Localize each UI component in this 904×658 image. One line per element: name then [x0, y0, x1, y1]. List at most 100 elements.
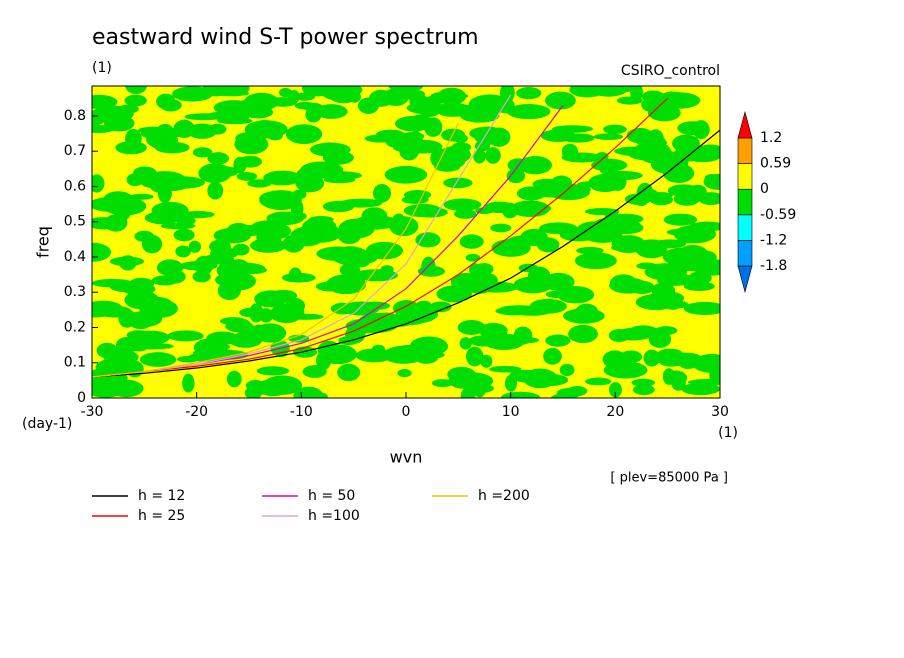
legend-label: h =100: [308, 508, 360, 524]
field-blob: [289, 226, 325, 247]
field-blob: [595, 151, 609, 161]
field-blob: [236, 171, 258, 181]
field-blob: [609, 382, 622, 398]
field-blob: [206, 111, 240, 119]
field-blob: [460, 387, 476, 398]
colorbar-box: [737, 137, 753, 164]
field-blob: [560, 133, 595, 143]
field-blob: [182, 373, 195, 393]
field-blob: [154, 141, 190, 154]
field-blob: [139, 352, 177, 367]
field-blob: [489, 365, 522, 373]
field-blob: [561, 152, 602, 163]
field-blob: [608, 328, 630, 343]
field-blob: [384, 165, 428, 184]
legend-label: h = 50: [308, 488, 355, 504]
field-blob: [124, 94, 147, 107]
colorbar-label: 1.2: [760, 130, 782, 146]
field-blob: [192, 270, 211, 283]
field-blob: [207, 152, 230, 165]
field-blob: [459, 234, 484, 249]
field-blob: [278, 87, 292, 98]
field-blob: [179, 261, 218, 271]
field-blob: [300, 161, 344, 179]
field-blob: [417, 265, 445, 277]
field-blob: [256, 366, 290, 376]
curves: [92, 94, 720, 378]
field-blob: [469, 263, 482, 276]
field-blob: [188, 240, 202, 253]
x-unit: (1): [718, 425, 738, 441]
field-blob: [524, 307, 544, 316]
colorbar-box: [737, 188, 753, 216]
field-blob: [576, 246, 604, 255]
field-blob: [413, 207, 448, 218]
colorbar-label: -0.59: [760, 207, 796, 223]
field-blob: [231, 224, 268, 237]
field-blob: [429, 301, 452, 313]
field-blob: [167, 330, 204, 342]
field-blob: [418, 107, 440, 117]
field-blob: [173, 119, 195, 139]
field-blob: [454, 209, 477, 219]
field-blob: [513, 276, 553, 294]
field-blob: [305, 106, 322, 123]
chart-title: eastward wind S-T power spectrum: [92, 25, 479, 50]
field-blob: [141, 234, 163, 254]
field-blob: [315, 281, 346, 292]
field-blob: [480, 354, 493, 368]
field-blob: [663, 213, 698, 226]
field-blob: [202, 253, 235, 265]
field-blob: [160, 222, 196, 230]
field-blob: [92, 174, 105, 193]
field-blob: [144, 211, 182, 225]
field-blob: [466, 278, 493, 294]
field-blob: [129, 193, 154, 200]
field-blob: [115, 141, 147, 155]
field-blob: [647, 129, 664, 149]
field-blob: [193, 338, 228, 356]
field-blob: [431, 379, 454, 388]
field-blob: [662, 247, 703, 266]
field-blob: [543, 347, 562, 365]
field-blob: [469, 126, 502, 140]
field-blob: [688, 271, 712, 285]
field-blob: [322, 150, 354, 165]
x-axis-label: wvn: [390, 448, 423, 467]
field-blob: [516, 186, 546, 201]
field-blob: [102, 196, 147, 216]
field-blob: [574, 252, 617, 270]
field-blob: [443, 198, 482, 211]
field-blob: [545, 91, 576, 110]
field-blob: [292, 346, 318, 358]
colorbar-box: [737, 214, 753, 241]
x-tick-label: 30: [711, 404, 729, 420]
field-blob: [255, 379, 291, 397]
field-blob: [683, 281, 715, 291]
field-blob: [636, 262, 657, 270]
field-blob: [92, 368, 128, 388]
colorbar-label: -1.2: [760, 232, 787, 248]
field-blob: [632, 384, 655, 395]
field-blob: [562, 184, 591, 195]
legend-label: h = 25: [138, 508, 185, 524]
field-blob: [157, 123, 173, 135]
field-blob: [159, 182, 187, 191]
y-tick-label: 0.3: [64, 284, 86, 300]
field-blob: [335, 86, 351, 98]
field-blob: [354, 269, 399, 282]
field-blob: [630, 86, 643, 102]
colorbar-label: 0: [760, 181, 769, 197]
field-blob: [322, 200, 355, 213]
field-blob: [465, 253, 481, 262]
field-blob: [216, 260, 250, 280]
field-blob: [673, 192, 700, 206]
field-blob: [649, 194, 674, 206]
field-blob: [409, 94, 429, 110]
field-blob: [104, 214, 128, 232]
field-blob: [122, 282, 156, 296]
field-blob: [584, 207, 620, 216]
colorbar-tri: [737, 110, 753, 139]
field-blob: [474, 140, 491, 152]
x-tick-label: -20: [185, 404, 208, 420]
